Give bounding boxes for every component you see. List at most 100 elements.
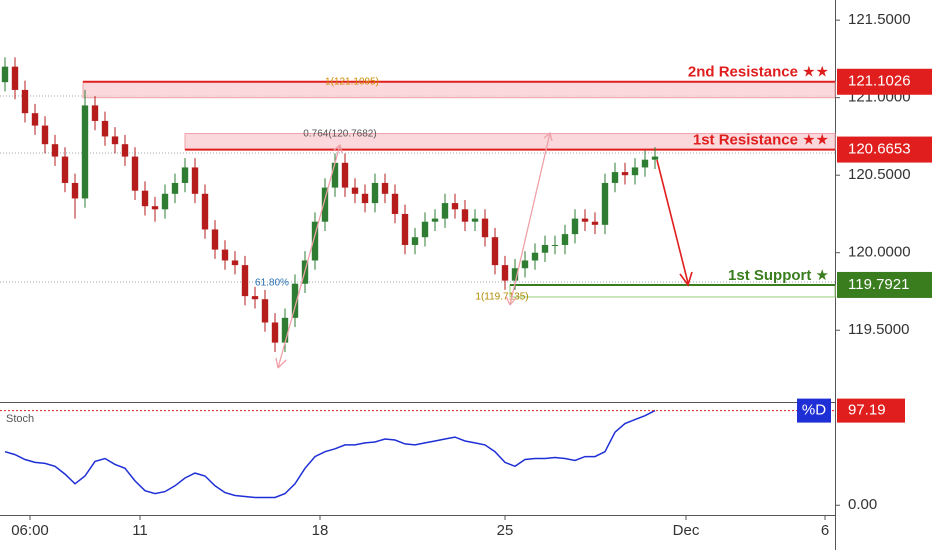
candle-body (541, 244, 549, 253)
candle-body (61, 156, 69, 183)
candle-body (641, 159, 649, 168)
candle-body (471, 218, 479, 222)
candle-body (1, 66, 9, 83)
y-tick-label: 121.5000 (848, 11, 911, 28)
plot: 1(121.1095) 0.764(120.7682) 61.80% 1(119.71… (0, 57, 836, 499)
candle-body (81, 105, 89, 199)
level-name: 1st Resistance ★★ (693, 132, 829, 149)
candle-body (351, 187, 359, 194)
price-box (837, 398, 905, 423)
candle-body (551, 244, 559, 246)
candle-body (511, 268, 519, 281)
candle-body (581, 218, 589, 222)
fib-label: 61.80% (255, 278, 289, 289)
fib-label: 0.764(120.7682) (303, 129, 376, 140)
candle-body (561, 234, 569, 245)
candle-body (621, 172, 629, 176)
fib-label: 1(121.1095) (325, 77, 379, 88)
candle-body (531, 252, 539, 261)
candle-body (461, 209, 469, 222)
y-tick-label: 0.00 (848, 496, 877, 513)
candle-body (401, 213, 409, 245)
candle-body (71, 182, 79, 199)
y-tick-label: 120.5000 (848, 166, 911, 183)
candle-body (111, 136, 119, 145)
candle-body (651, 156, 659, 160)
x-tick-label: 6 (821, 522, 829, 539)
candle-body (501, 265, 509, 281)
x-tick-label: 18 (312, 522, 329, 539)
candle-body (491, 237, 499, 266)
candle-body (191, 167, 199, 194)
stoch-line (4, 409, 656, 499)
candle-body (171, 182, 179, 194)
price-box-label: 121.1026 (848, 73, 911, 90)
candle-body (101, 120, 109, 137)
projection-arrow (275, 143, 343, 369)
candle-body (601, 182, 609, 225)
candle-body (21, 89, 29, 114)
y-tick-label: 119.5000 (848, 321, 909, 338)
x-tick-label: 11 (132, 522, 148, 539)
candle-body (151, 206, 159, 210)
level-zone (509, 284, 836, 298)
price-box-label: 97.19 (848, 402, 886, 419)
y-tick-label: 120.0000 (848, 244, 911, 261)
legend-label: %D (802, 402, 826, 419)
candle-body (431, 218, 439, 222)
candle-body (361, 193, 369, 204)
candle-body (451, 203, 459, 210)
target-arrow (656, 159, 693, 287)
x-tick-label: 06:00 (11, 522, 49, 539)
candle-body (221, 249, 229, 261)
candle-body (121, 144, 129, 157)
candle-body (261, 299, 269, 323)
price-box (837, 68, 932, 95)
candle-body (41, 125, 49, 145)
price-box (837, 271, 932, 298)
candle-body (11, 66, 19, 90)
candle-body (321, 187, 329, 222)
price-box-label: 120.6653 (848, 141, 911, 158)
price-box (837, 136, 932, 163)
pane-title: Stoch (6, 413, 34, 425)
candle-body (241, 265, 249, 297)
candle-body (331, 162, 339, 188)
price-box-label: 119.7921 (848, 276, 909, 293)
candle-body (391, 193, 399, 214)
candle-body (251, 296, 259, 300)
candle-body (131, 156, 139, 191)
candle-body (201, 193, 209, 230)
fib-label: 1(119.7135) (475, 292, 528, 303)
candle-body (231, 260, 239, 266)
level-name: 1st Support ★ (728, 267, 829, 284)
legend-box (797, 398, 831, 423)
candle-body (381, 182, 389, 194)
drawings (275, 131, 693, 369)
candle-body (631, 167, 639, 176)
candle-body (411, 237, 419, 245)
projection-arrow (505, 131, 553, 306)
candle-body (371, 182, 379, 204)
candle-body (591, 221, 599, 225)
candle-body (341, 162, 349, 188)
candle-body (181, 167, 189, 183)
candle-body (51, 144, 59, 157)
level-name: 2nd Resistance ★★ (688, 64, 829, 81)
candle-body (141, 190, 149, 207)
candle-body (271, 322, 279, 343)
candle-body (311, 221, 319, 261)
x-tick-label: 25 (497, 522, 514, 539)
candle-body (91, 105, 99, 121)
candle-body (611, 172, 619, 183)
x-tick-label: Dec (673, 522, 700, 539)
candle-body (481, 218, 489, 238)
candle-body (161, 193, 169, 210)
candle-body (441, 203, 449, 219)
candle-body (421, 221, 429, 238)
candle-body (291, 283, 299, 318)
candle-body (211, 229, 219, 250)
candle-body (281, 317, 289, 343)
level-zone (82, 81, 836, 99)
